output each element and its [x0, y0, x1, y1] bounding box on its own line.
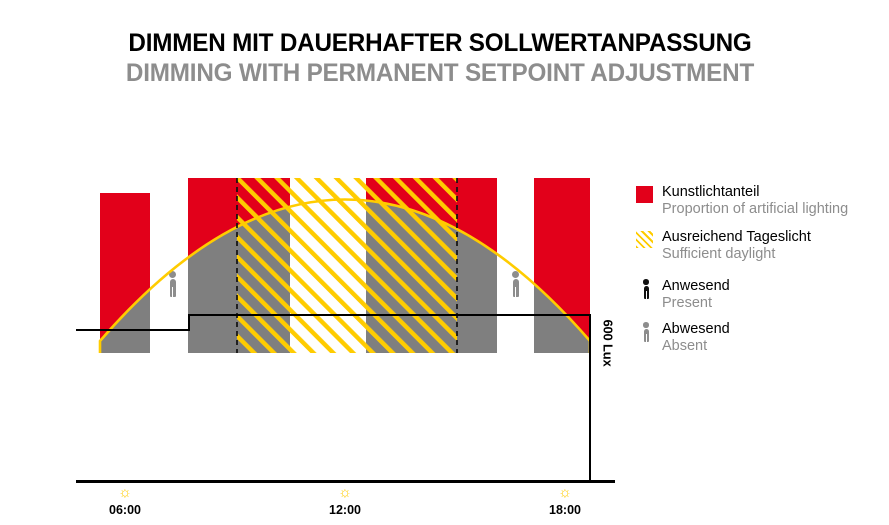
- person-icon-absent: [165, 271, 179, 307]
- person-icon-absent: [508, 271, 522, 307]
- time-axis: ☼ 06:00 ☼ 12:00 ☼ 18:00: [0, 485, 640, 525]
- person-head-icon: [643, 279, 649, 285]
- daylight-dimming-chart: 600 Lux ☼ 06:00 ☼ 12:00 ☼ 18:00: [0, 130, 640, 517]
- person-leg-split: [646, 291, 647, 299]
- sun-icon: ☼: [118, 484, 132, 501]
- legend-item: Ausreichend Tageslicht Sufficient dayligh…: [636, 228, 886, 263]
- lux-axis-label: 600 Lux: [600, 319, 616, 367]
- person-head-icon: [169, 271, 176, 278]
- legend-item: Anwesend Present: [636, 277, 886, 312]
- setpoint-line-high: [188, 314, 591, 316]
- legend-person-icon-present: [640, 279, 652, 299]
- legend-item: Abwesend Absent: [636, 320, 886, 355]
- legend-label-english: Proportion of artificial lighting: [662, 201, 849, 217]
- legend-text: Kunstlichtanteil Proportion of artificial…: [662, 183, 886, 218]
- sufficient-daylight-hatch: [237, 178, 457, 353]
- time-tick-label: 18:00: [549, 503, 581, 517]
- person-leg-split: [646, 334, 647, 342]
- legend-person-icon-absent: [640, 322, 652, 342]
- legend-label-english: Sufficient daylight: [662, 246, 776, 262]
- legend-swatch-sufficient-daylight: [636, 231, 653, 248]
- legend-label-german: Ausreichend Tageslicht: [662, 229, 811, 245]
- legend-label-english: Absent: [662, 338, 708, 354]
- person-head-icon: [512, 271, 519, 278]
- x-axis-baseline: [76, 480, 615, 483]
- setpoint-line-low: [76, 329, 189, 331]
- person-leg-split: [172, 287, 173, 298]
- title-german: DIMMEN MIT DAUERHAFTER SOLLWERTANPASSUNG: [128, 29, 752, 57]
- legend-text: Abwesend Absent: [662, 320, 886, 355]
- daylight-curve: [98, 198, 590, 353]
- sun-icon: ☼: [338, 484, 352, 501]
- plot-svg: [98, 178, 590, 353]
- lux-axis-label-wrap: 600 Lux: [596, 316, 618, 406]
- legend-label-german: Anwesend: [662, 278, 730, 294]
- page-title: DIMMEN MIT DAUERHAFTER SOLLWERTANPASSUNG…: [0, 28, 880, 88]
- legend-swatch-artificial-light: [636, 186, 653, 203]
- time-tick-1800: ☼ 18:00: [525, 485, 605, 517]
- legend-text: Anwesend Present: [662, 277, 886, 312]
- person-head-icon: [643, 322, 649, 328]
- legend-label-german: Abwesend: [662, 321, 730, 337]
- person-leg-split: [515, 287, 516, 298]
- legend-item: Kunstlichtanteil Proportion of artificial…: [636, 183, 886, 218]
- legend-label-german: Kunstlichtanteil: [662, 184, 760, 200]
- time-tick-0600: ☼ 06:00: [85, 485, 165, 517]
- plot-area: [76, 178, 590, 353]
- sun-icon: ☼: [558, 484, 572, 501]
- title-english: DIMMING WITH PERMANENT SETPOINT ADJUSTME…: [125, 59, 755, 87]
- time-tick-1200: ☼ 12:00: [305, 485, 385, 517]
- legend-text: Ausreichend Tageslicht Sufficient dayligh…: [662, 228, 886, 263]
- time-tick-label: 06:00: [109, 503, 141, 517]
- bars-group: [98, 178, 590, 353]
- legend-label-english: Present: [662, 295, 712, 311]
- time-tick-label: 12:00: [329, 503, 361, 517]
- setpoint-step-riser: [188, 314, 190, 331]
- plot-right-edge: [589, 314, 591, 481]
- chart-legend: Kunstlichtanteil Proportion of artificial…: [636, 183, 886, 363]
